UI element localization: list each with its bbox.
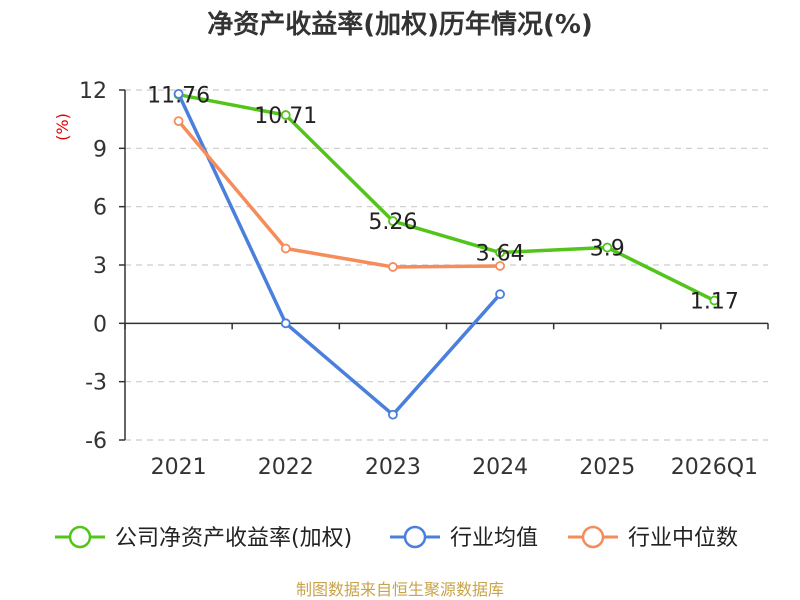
y-tick-label: -3 [85,371,107,396]
data-point [495,261,505,271]
series-line-2 [176,119,502,269]
data-point [173,116,184,127]
legend-label-0[interactable]: 公司净资产收益率(加权) [115,526,352,551]
data-point [495,247,505,258]
data-label: 3.64 [476,242,525,267]
data-point [280,243,291,254]
data-point [280,110,291,120]
data-point [388,216,398,226]
x-tick-label: 2026Q1 [671,455,758,480]
legend-marker-2[interactable] [581,525,605,549]
data-label: 1.17 [690,290,739,315]
legend-label-1[interactable]: 行业均值 [450,526,538,551]
data-point [173,88,184,99]
data-point [388,409,398,420]
data-label: 10.71 [254,104,317,129]
data-point [280,318,291,329]
data-point [602,242,613,253]
data-point [709,295,720,306]
chart-title: 净资产收益率(加权)历年情况(%) [207,9,593,40]
data-point [388,262,398,272]
y-tick-label: 6 [93,196,107,221]
legend-marker-0[interactable] [68,525,92,549]
series-line-1 [176,92,502,417]
y-tick-label: 12 [79,79,107,104]
y-tick-label: 0 [93,312,107,337]
y-tick-label: -6 [85,429,107,454]
y-tick-label: 3 [93,254,107,279]
data-label: 11.76 [147,84,210,109]
data-label: 5.26 [368,210,417,235]
y-tick-label: 9 [93,137,107,162]
legend-label-2[interactable]: 行业中位数 [628,526,738,551]
data-label: 3.9 [590,237,625,262]
y-axis-label: (%) [53,113,72,141]
x-tick-label: 2023 [365,455,421,480]
x-tick-label: 2022 [258,455,314,480]
x-tick-label: 2025 [579,455,635,480]
x-tick-label: 2024 [472,455,528,480]
data-point [495,289,505,300]
legend-marker-1[interactable] [403,525,427,549]
series-line-0 [176,92,717,303]
x-tick-label: 2021 [151,455,207,480]
source-footer: 制图数据来自恒生聚源数据库 [296,580,504,599]
